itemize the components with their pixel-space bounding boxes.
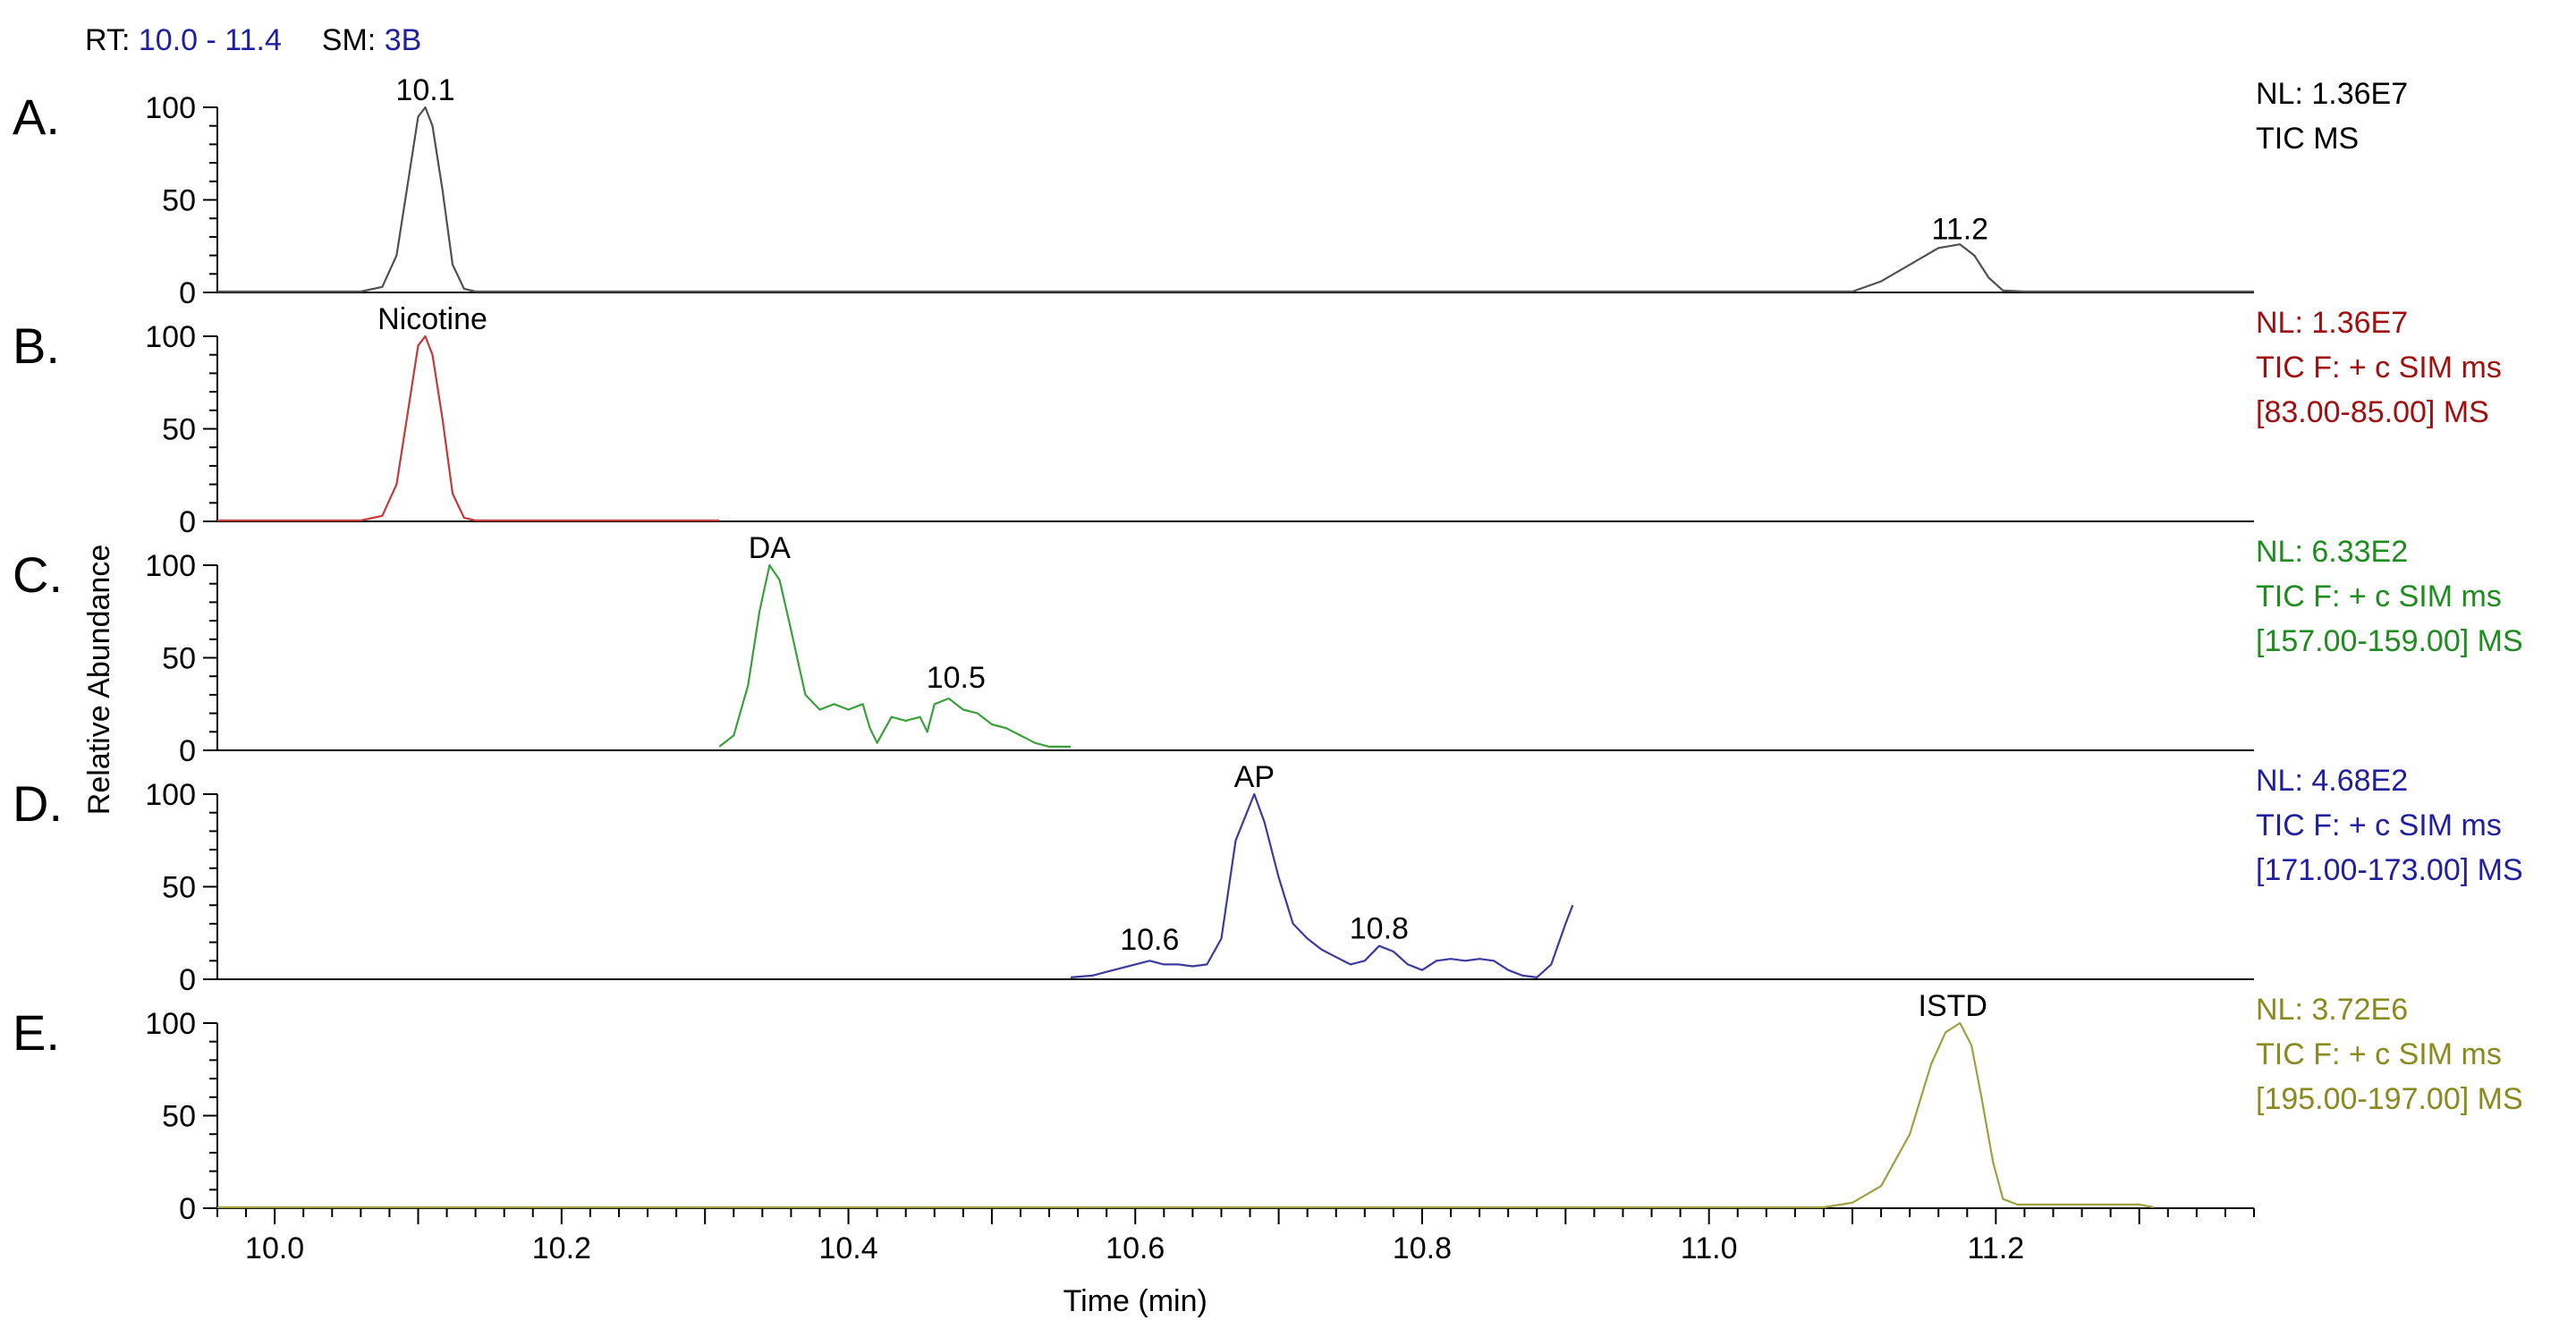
- trace-4: [1071, 792, 1574, 978]
- panel-info-line: NL: 1.36E7: [2256, 77, 2408, 111]
- x-axis-title: Time (min): [1063, 1284, 1208, 1318]
- y-tick-label: 0: [179, 505, 196, 539]
- peak-label: Nicotine: [377, 302, 487, 336]
- sm-value: 3B: [384, 23, 422, 57]
- y-tick-label: 100: [145, 320, 196, 354]
- panel-info-line: NL: 1.36E7: [2256, 306, 2408, 340]
- trace-2: [217, 334, 720, 522]
- x-tick-label: 10.0: [245, 1231, 304, 1265]
- panel-letter: A.: [13, 89, 60, 145]
- y-tick-label: 100: [145, 1007, 196, 1041]
- y-tick-label: 0: [179, 1192, 196, 1226]
- y-tick-label: 100: [145, 549, 196, 583]
- y-tick-label: 100: [145, 778, 196, 812]
- y-tick-label: 50: [162, 642, 196, 676]
- y-tick-label: 50: [162, 413, 196, 447]
- sm-label: SM:: [321, 23, 377, 57]
- trace-3: [718, 563, 1072, 748]
- panel-info-line: [171.00-173.00] MS: [2256, 853, 2523, 887]
- y-tick-label: 50: [162, 184, 196, 218]
- peak-label: ISTD: [1919, 989, 1987, 1023]
- panel-info-line: [83.00-85.00] MS: [2256, 395, 2489, 429]
- run-info-header: RT: 10.0 - 11.4 SM: 3B: [85, 23, 421, 58]
- peak-label: AP: [1234, 760, 1275, 794]
- peak-label: 10.1: [395, 73, 454, 107]
- peak-label: 10.8: [1350, 912, 1409, 946]
- panel-letter: C.: [13, 546, 63, 603]
- x-tick-label: 11.0: [1681, 1231, 1738, 1265]
- panel-info-line: TIC F: + c SIM ms: [2256, 580, 2502, 613]
- y-tick-label: 100: [145, 91, 196, 125]
- x-tick-label: 10.2: [532, 1231, 591, 1265]
- panel-letter: E.: [13, 1004, 60, 1061]
- panel-info-line: NL: 6.33E2: [2256, 535, 2408, 569]
- y-axis-title: Relative Abundance: [82, 545, 116, 815]
- x-tick-label: 11.2: [1968, 1231, 2025, 1265]
- peak-label: 10.5: [927, 661, 986, 695]
- trace-5: [217, 1021, 2155, 1209]
- y-tick-label: 0: [179, 963, 196, 997]
- panel-letter: D.: [13, 775, 63, 832]
- panel-info-line: NL: 3.72E6: [2256, 993, 2408, 1027]
- rt-value: 10.0 - 11.4: [138, 23, 282, 57]
- y-tick-label: 0: [179, 276, 196, 310]
- x-tick-label: 10.8: [1393, 1231, 1452, 1265]
- y-tick-label: 0: [179, 734, 196, 768]
- panel-info-line: NL: 4.68E2: [2256, 764, 2408, 798]
- rt-label: RT:: [85, 23, 131, 57]
- panel-info-line: [195.00-197.00] MS: [2256, 1082, 2523, 1116]
- peak-label: 11.2: [1931, 212, 1988, 246]
- panel-info-line: TIC MS: [2256, 122, 2359, 156]
- peak-label: 10.6: [1120, 923, 1179, 957]
- panel-info-line: TIC F: + c SIM ms: [2256, 1037, 2502, 1071]
- panel-info-line: TIC F: + c SIM ms: [2256, 808, 2502, 842]
- panel-letter: B.: [13, 317, 60, 374]
- y-tick-label: 50: [162, 871, 196, 905]
- peak-label: DA: [749, 531, 792, 565]
- panel-info-line: TIC F: + c SIM ms: [2256, 351, 2502, 385]
- trace-1: [217, 106, 2254, 293]
- x-tick-label: 10.6: [1106, 1231, 1165, 1265]
- x-tick-label: 10.4: [818, 1231, 877, 1265]
- panel-info-line: [157.00-159.00] MS: [2256, 624, 2523, 658]
- y-tick-label: 50: [162, 1100, 196, 1134]
